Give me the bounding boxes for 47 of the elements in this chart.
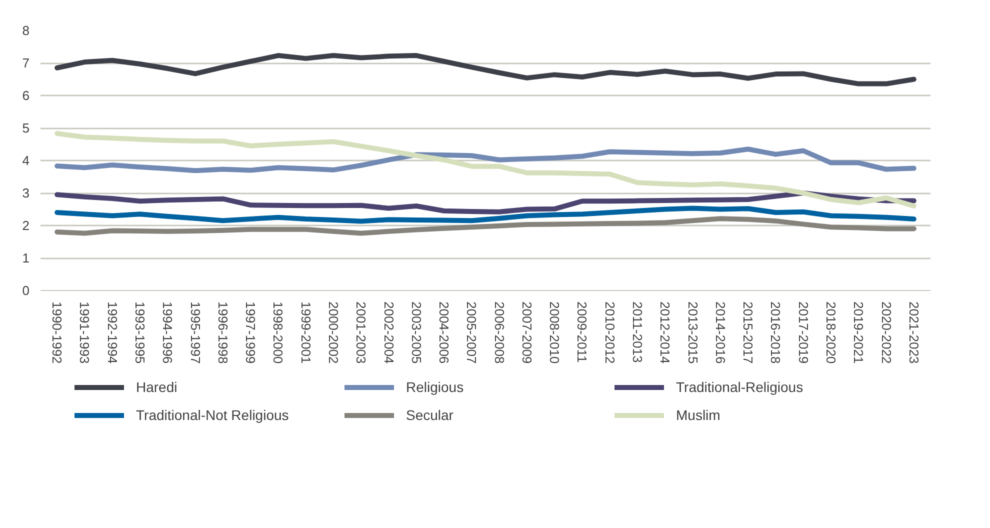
x-tick-label: 2004-2006 bbox=[436, 302, 452, 364]
y-tick-label: 1 bbox=[22, 250, 30, 266]
legend-label: Haredi bbox=[136, 379, 178, 395]
x-tick-label: 2017-2019 bbox=[796, 302, 811, 364]
y-tick-label: 7 bbox=[22, 56, 30, 70]
x-tick-label: 1997-1999 bbox=[243, 302, 258, 364]
x-tick-label: 2001-2003 bbox=[354, 302, 369, 364]
y-tick-label: 6 bbox=[22, 88, 30, 103]
x-tick-label: 1998-2000 bbox=[270, 302, 286, 364]
x-tick-label: 2000-2002 bbox=[326, 302, 341, 364]
x-tick-label: 2008-2010 bbox=[547, 302, 562, 364]
x-tick-label: 2014-2016 bbox=[712, 302, 728, 364]
x-tick-label: 1995-1997 bbox=[188, 302, 203, 364]
x-tick-label: 2007-2009 bbox=[519, 302, 534, 364]
x-tick-label: 2012-2014 bbox=[658, 302, 673, 364]
y-tick-label: 8 bbox=[22, 23, 30, 38]
x-tick-label: 2016-2018 bbox=[768, 302, 784, 364]
x-tick-label: 2006-2008 bbox=[492, 302, 507, 364]
legend-label: Traditional-Religious bbox=[676, 379, 804, 395]
y-tick-label: 4 bbox=[22, 153, 30, 168]
x-tick-label: 1991-1993 bbox=[77, 302, 92, 364]
x-tick-label: 1990-1992 bbox=[50, 302, 65, 364]
legend-label: Secular bbox=[406, 407, 454, 423]
x-tick-label: 2011-2013 bbox=[630, 302, 646, 363]
x-tick-label: 2002-2004 bbox=[381, 302, 396, 364]
x-tick-label: 1993-1995 bbox=[132, 302, 148, 364]
x-tick-label: 1999-2001 bbox=[298, 302, 314, 364]
y-tick-label: 3 bbox=[22, 186, 30, 200]
legend-label: Muslim bbox=[676, 407, 722, 423]
x-tick-label: 2013-2015 bbox=[685, 302, 700, 364]
x-tick-label: 2009-2011 bbox=[574, 302, 590, 363]
legend-label: Religious bbox=[406, 379, 465, 395]
y-tick-label: 2 bbox=[22, 218, 30, 233]
x-tick-label: 1994-1996 bbox=[160, 302, 176, 364]
x-tick-label: 1992-1994 bbox=[104, 302, 120, 364]
y-tick-label: 5 bbox=[22, 120, 30, 136]
x-tick-label: 2010-2012 bbox=[602, 302, 618, 364]
x-tick-label: 2019-2021 bbox=[851, 302, 866, 364]
y-tick-label: 0 bbox=[22, 283, 30, 298]
legend-label: Traditional-Not Religious bbox=[136, 407, 290, 423]
x-tick-label: 1996-1998 bbox=[215, 302, 230, 364]
x-tick-label: 2015-2017 bbox=[740, 302, 756, 364]
x-tick-label: 2005-2007 bbox=[464, 302, 480, 364]
x-tick-label: 2003-2005 bbox=[408, 302, 424, 364]
x-tick-label: 2021-2023 bbox=[906, 302, 922, 364]
x-tick-label: 2020-2022 bbox=[878, 302, 894, 364]
x-tick-label: 2018-2020 bbox=[823, 302, 838, 364]
